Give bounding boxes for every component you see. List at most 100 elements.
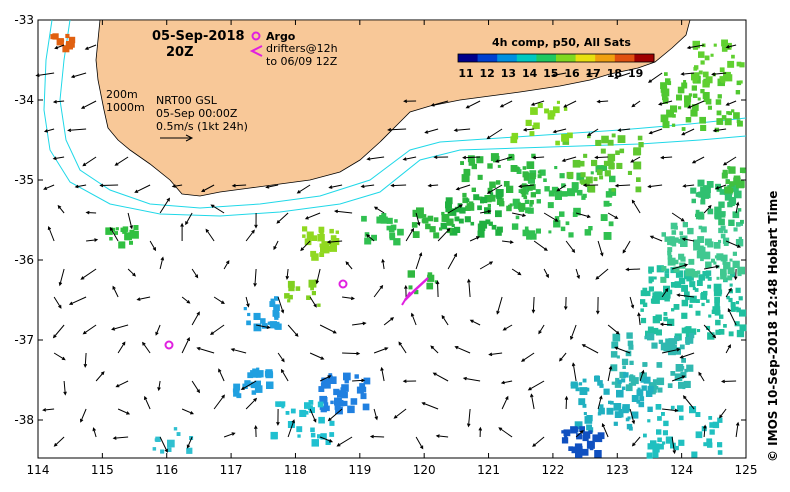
sst-pixel (511, 223, 519, 230)
current-arrow (402, 379, 417, 383)
current-arrow (551, 72, 567, 77)
current-arrow (405, 227, 415, 242)
current-arrow (595, 296, 600, 315)
sst-pixel (534, 123, 539, 127)
sst-pixel (700, 89, 705, 94)
sst-pixel (643, 433, 647, 438)
current-arrow (733, 268, 738, 281)
sst-pixel (563, 107, 568, 111)
sst-pixel (718, 239, 722, 243)
current-arrow (142, 341, 151, 354)
sst-pixel (459, 207, 466, 214)
sst-pixel (619, 148, 625, 154)
current-arrow (253, 268, 257, 287)
sst-pixel (414, 289, 419, 295)
sst-pixel (638, 401, 645, 408)
colorbar-ticks: 11 12 13 14 15 16 17 18 19 (458, 67, 643, 80)
sst-pixel (310, 250, 317, 257)
sst-pixel (652, 379, 658, 384)
sst-pixel (638, 142, 644, 148)
sst-pixel (506, 205, 512, 212)
sst-pixel (572, 159, 581, 168)
sst-pixel (720, 225, 726, 231)
sst-pixel (735, 90, 741, 95)
sst-pixel (364, 237, 372, 245)
current-arrow (722, 156, 737, 166)
sst-pixel (454, 216, 460, 222)
sst-pixel (720, 212, 726, 218)
sst-pixel (585, 387, 590, 392)
sst-pixel (672, 339, 678, 345)
current-arrow (532, 155, 545, 160)
current-arrow (334, 209, 353, 214)
sst-pixel (535, 228, 541, 234)
sst-pixel (611, 381, 615, 385)
sst-pixel (547, 112, 555, 120)
sst-pixel (526, 161, 535, 169)
sst-pixel (684, 95, 692, 103)
sst-pixel (270, 431, 278, 440)
current-arrow (383, 317, 395, 326)
current-arrow (209, 324, 225, 336)
current-arrow (245, 397, 258, 410)
sst-pixel (304, 411, 309, 415)
sst-pixel (393, 238, 401, 246)
sst-pixel (739, 167, 746, 173)
sst-pixel (300, 411, 305, 416)
sst-pixel (695, 431, 703, 439)
sst-pixel (737, 266, 745, 275)
sst-pixel (719, 314, 724, 319)
sst-pixel (654, 291, 662, 299)
sst-pixel (529, 203, 533, 207)
sst-pixel (513, 201, 521, 209)
sst-pixel (703, 442, 708, 447)
current-arrow (630, 156, 641, 163)
sst-pixel (737, 208, 742, 212)
current-vectors (35, 44, 742, 455)
sst-pixel (529, 172, 536, 180)
current-arrow (57, 204, 65, 214)
sst-pixel (131, 230, 139, 239)
current-arrow (58, 268, 65, 287)
sst-pixel (628, 426, 633, 431)
sst-pixel (714, 296, 720, 303)
sst-pixel (493, 155, 500, 163)
current-arrow (86, 238, 99, 242)
sst-pixel (611, 188, 616, 192)
sst-pixel (341, 391, 348, 399)
current-arrow (433, 155, 449, 159)
sst-pixel (304, 238, 312, 246)
sst-pixel (727, 275, 733, 281)
sst-pixel (713, 242, 721, 249)
sst-pixel (652, 327, 659, 335)
sst-pixel (731, 54, 735, 59)
sst-pixel (625, 384, 633, 392)
sst-pixel (463, 168, 471, 176)
sst-pixel (554, 192, 562, 200)
current-arrow (287, 419, 295, 438)
sst-pixel (720, 254, 728, 262)
sst-pixel (670, 351, 674, 355)
sst-pixel (663, 343, 672, 352)
sst-pixel (680, 239, 688, 247)
sst-pixel (660, 276, 667, 283)
current-arrow (373, 408, 378, 421)
sst-pixel (167, 439, 175, 448)
sst-pixel (253, 312, 261, 320)
sst-pixel (454, 206, 461, 213)
sst-pixel (330, 244, 337, 252)
sst-pixel (595, 139, 602, 146)
current-arrow (300, 240, 311, 252)
sst-pixel (302, 234, 306, 238)
sst-pixel (160, 449, 165, 454)
sst-pixel (674, 335, 680, 342)
sst-pixel (667, 241, 671, 246)
sst-pixel (270, 298, 275, 303)
sst-pixel (490, 192, 494, 196)
sst-pixel (664, 236, 670, 242)
current-arrow (494, 156, 513, 163)
sst-pixel (295, 286, 301, 291)
sst-pixel (691, 198, 696, 204)
sst-pixel (129, 240, 133, 245)
current-arrow (421, 402, 439, 410)
